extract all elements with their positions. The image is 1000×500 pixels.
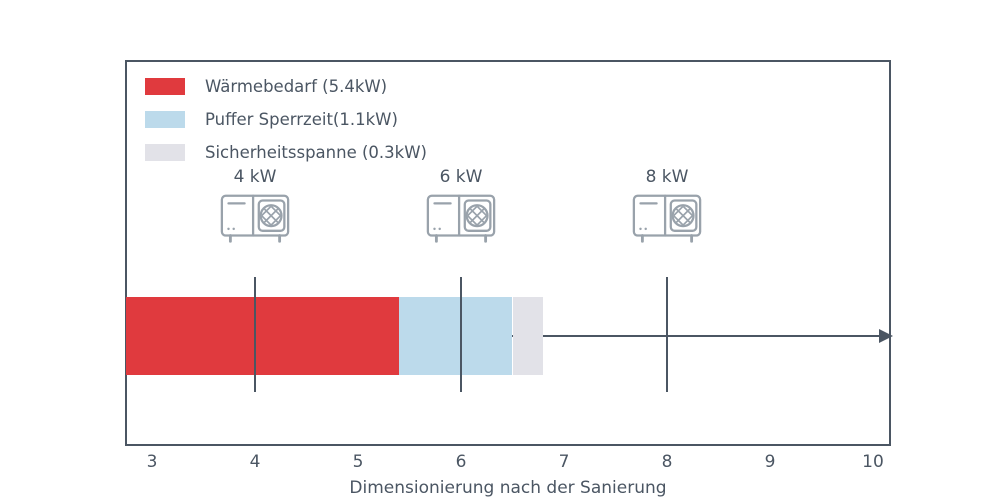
x-tick-5: 5	[352, 452, 364, 472]
legend-swatch-puffer	[145, 111, 185, 128]
x-tick-3: 3	[146, 452, 158, 472]
x-axis-label: Dimensionierung nach der Sanierung	[349, 478, 667, 498]
plot-area	[125, 60, 891, 446]
legend-item-waermebedarf: Wärmebedarf (5.4kW)	[145, 76, 427, 97]
arrow-right-icon	[879, 329, 893, 343]
bar-segment-puffer	[399, 297, 513, 375]
legend-label-puffer: Puffer Sperrzeit(1.1kW)	[205, 110, 398, 129]
legend-item-puffer: Puffer Sperrzeit(1.1kW)	[145, 109, 427, 130]
pump-size-label-8kw: 8 kW	[645, 167, 689, 187]
pump-size-label-4kw: 4 kW	[233, 167, 277, 187]
legend-swatch-sicherheit	[145, 144, 185, 161]
legend-swatch-waermebedarf	[145, 78, 185, 95]
x-tick-10: 10	[862, 452, 884, 472]
heat-pump-icon	[220, 194, 290, 243]
legend: Wärmebedarf (5.4kW) Puffer Sperrzeit(1.1…	[145, 76, 427, 163]
marker-line-8kw	[666, 277, 668, 392]
legend-item-sicherheit: Sicherheitsspanne (0.3kW)	[145, 142, 427, 163]
x-tick-8: 8	[661, 452, 673, 472]
marker-line-6kw	[460, 277, 462, 392]
heat-pump-icon	[426, 194, 496, 243]
legend-label-waermebedarf: Wärmebedarf (5.4kW)	[205, 77, 388, 96]
heat-pump-icon	[632, 194, 702, 243]
heat-pump-icon-wrap-4kw	[219, 192, 291, 248]
bar-segment-sicherheit	[512, 297, 544, 375]
x-tick-6: 6	[455, 452, 467, 472]
x-tick-9: 9	[764, 452, 776, 472]
legend-label-sicherheit: Sicherheitsspanne (0.3kW)	[205, 143, 427, 162]
heat-pump-icon-wrap-8kw	[631, 192, 703, 248]
pump-size-label-6kw: 6 kW	[439, 167, 483, 187]
marker-line-4kw	[254, 277, 256, 392]
x-tick-4: 4	[249, 452, 261, 472]
x-tick-7: 7	[558, 452, 570, 472]
heat-pump-icon-wrap-6kw	[425, 192, 497, 248]
bar-segment-waermebedarf	[126, 297, 400, 375]
